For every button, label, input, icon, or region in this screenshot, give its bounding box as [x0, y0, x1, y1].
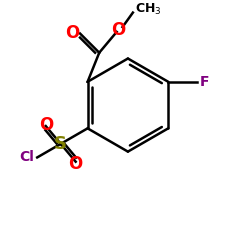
Text: O: O: [65, 24, 80, 42]
Text: Cl: Cl: [20, 150, 34, 164]
Text: O: O: [68, 155, 83, 173]
Text: S: S: [54, 135, 67, 153]
Text: O: O: [39, 116, 53, 134]
Text: F: F: [200, 75, 210, 89]
Text: O: O: [112, 21, 126, 39]
Text: CH$_3$: CH$_3$: [135, 2, 162, 17]
